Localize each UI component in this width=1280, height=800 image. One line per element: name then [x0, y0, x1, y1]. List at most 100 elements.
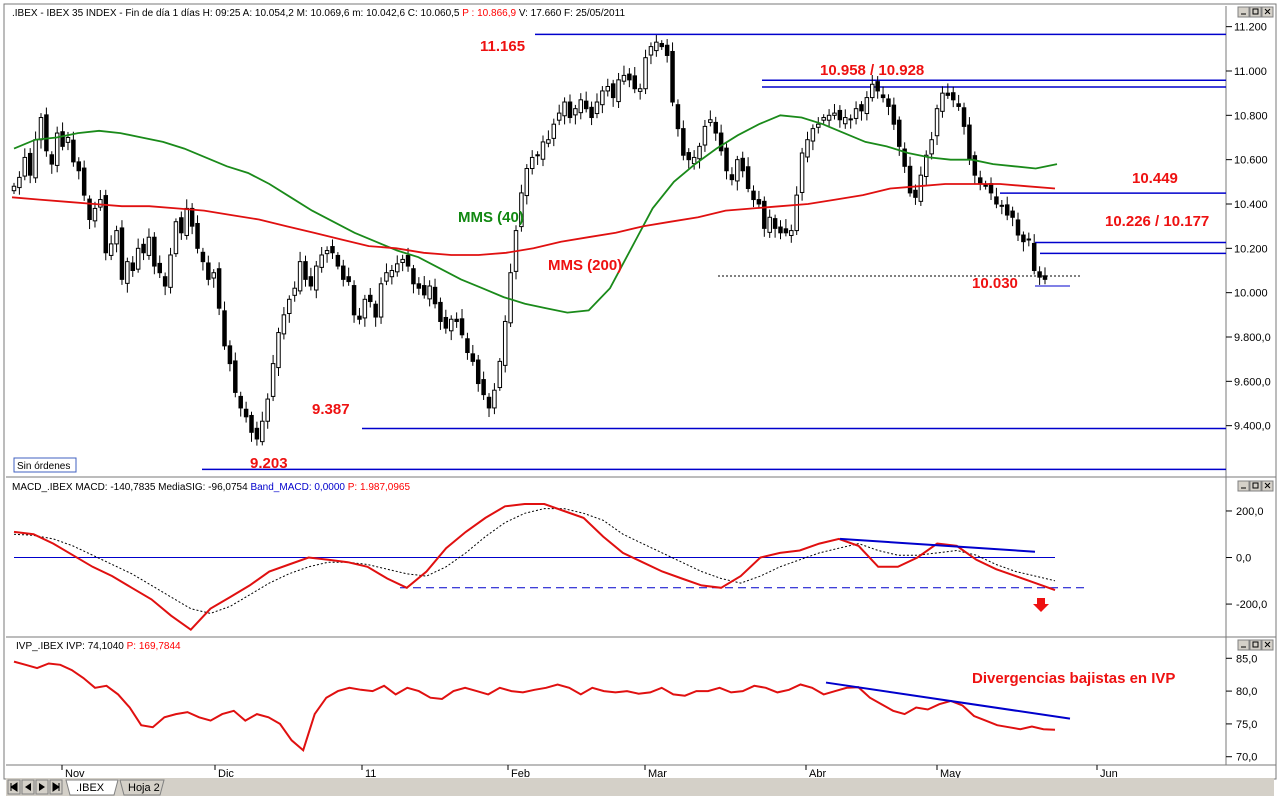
x-tick-label: 11 — [365, 768, 376, 780]
candle-body — [292, 287, 297, 296]
tab-hoja-2[interactable] — [119, 779, 165, 796]
candle-body — [745, 166, 751, 189]
candle-body — [71, 139, 76, 163]
candle-body — [632, 75, 638, 90]
candle-body — [119, 227, 125, 280]
candle-body — [357, 315, 362, 320]
y-tick-label: 70,0 — [1236, 752, 1257, 764]
candle-body — [157, 262, 162, 274]
minimize-button[interactable] — [1237, 6, 1250, 18]
candle-body — [767, 216, 772, 233]
minimize-button[interactable] — [1237, 639, 1250, 651]
candle-body — [729, 174, 735, 181]
candle-body — [924, 154, 929, 178]
candle-body — [880, 94, 886, 99]
candle-body — [929, 139, 934, 155]
candle-body — [76, 161, 82, 172]
candle-body — [735, 159, 740, 182]
x-tick-label: Jun — [1100, 768, 1118, 780]
minimize-button[interactable] — [1237, 480, 1250, 492]
candle-body — [297, 261, 303, 292]
y-tick-label: 9.600,0 — [1234, 376, 1271, 388]
candle-body — [421, 285, 427, 296]
candle-body — [162, 276, 168, 287]
candle-body — [810, 128, 816, 142]
candle-body — [697, 145, 702, 160]
candle-body — [314, 265, 319, 291]
candle-body — [783, 228, 789, 234]
candle-body — [562, 101, 567, 117]
candle-body — [1004, 204, 1010, 216]
price-window-buttons[interactable] — [1237, 6, 1274, 18]
candle-body — [1010, 210, 1015, 218]
candle-body — [702, 125, 708, 146]
candle-body — [184, 207, 189, 236]
candle-body — [475, 359, 481, 385]
candle-body — [994, 196, 999, 205]
candle-body — [945, 92, 951, 96]
candle-body — [65, 136, 71, 143]
candle-body — [821, 117, 826, 121]
candle-body — [567, 101, 573, 119]
y-tick-label: 9.800,0 — [1234, 332, 1271, 344]
candle-body — [216, 268, 222, 309]
candle-body — [805, 139, 810, 158]
ivp-annotation: Divergencias bajistas en IVP — [972, 670, 1175, 687]
horizontal-scroll[interactable] — [1226, 780, 1274, 794]
maximize-button[interactable] — [1249, 639, 1262, 651]
candle-body — [675, 104, 681, 130]
candle-body — [573, 108, 578, 116]
candle-body — [319, 254, 324, 268]
candle-body — [416, 283, 422, 289]
candle-body — [659, 42, 664, 48]
candle-body — [756, 199, 762, 205]
candle-body — [902, 148, 907, 167]
maximize-button[interactable] — [1249, 6, 1262, 18]
candle-body — [870, 83, 875, 99]
mms40-line — [13, 114, 1058, 314]
candle-body — [281, 314, 287, 335]
candle-body — [529, 156, 535, 170]
candle-body — [1021, 234, 1026, 243]
candle-body — [950, 92, 956, 101]
candle-body — [135, 247, 141, 270]
tab-ibex[interactable] — [65, 779, 119, 796]
maximize-button[interactable] — [1249, 480, 1262, 492]
candle-body — [907, 165, 913, 194]
candle-body — [330, 246, 335, 254]
candle-body — [772, 218, 778, 229]
macd-window-buttons[interactable] — [1237, 480, 1274, 492]
candle-body — [897, 119, 902, 147]
candle-body — [853, 108, 859, 119]
price-annotation: MMS (200) — [548, 257, 622, 274]
candle-body — [200, 251, 206, 263]
candle-body — [92, 207, 98, 222]
candle-body — [465, 338, 470, 354]
candle-body — [411, 268, 416, 285]
ivp-window-buttons[interactable] — [1237, 639, 1274, 651]
candle-body — [589, 106, 594, 119]
y-tick-label: 10.400 — [1234, 199, 1268, 211]
y-tick-label: 80,0 — [1236, 686, 1257, 698]
candle-body — [33, 139, 38, 179]
candle-body — [443, 316, 449, 329]
candle-body — [535, 154, 540, 157]
candle-body — [362, 298, 368, 319]
price-annotation: 11.165 — [480, 38, 525, 55]
candle-body — [308, 276, 314, 287]
candle-body — [222, 310, 227, 347]
sin-ordenes-button[interactable] — [13, 457, 77, 473]
candle-body — [287, 298, 292, 314]
candle-body — [508, 272, 513, 324]
candle-body — [1026, 238, 1032, 241]
candle-body — [54, 132, 60, 166]
candle-body — [324, 250, 330, 255]
tab-nav-buttons[interactable] — [7, 779, 63, 795]
support-resistance-lines — [202, 33, 1226, 471]
candle-body — [832, 112, 837, 116]
candle-body — [913, 189, 918, 198]
candle-body — [211, 272, 216, 279]
candle-body — [276, 332, 281, 369]
x-tick-label: May — [940, 768, 961, 780]
